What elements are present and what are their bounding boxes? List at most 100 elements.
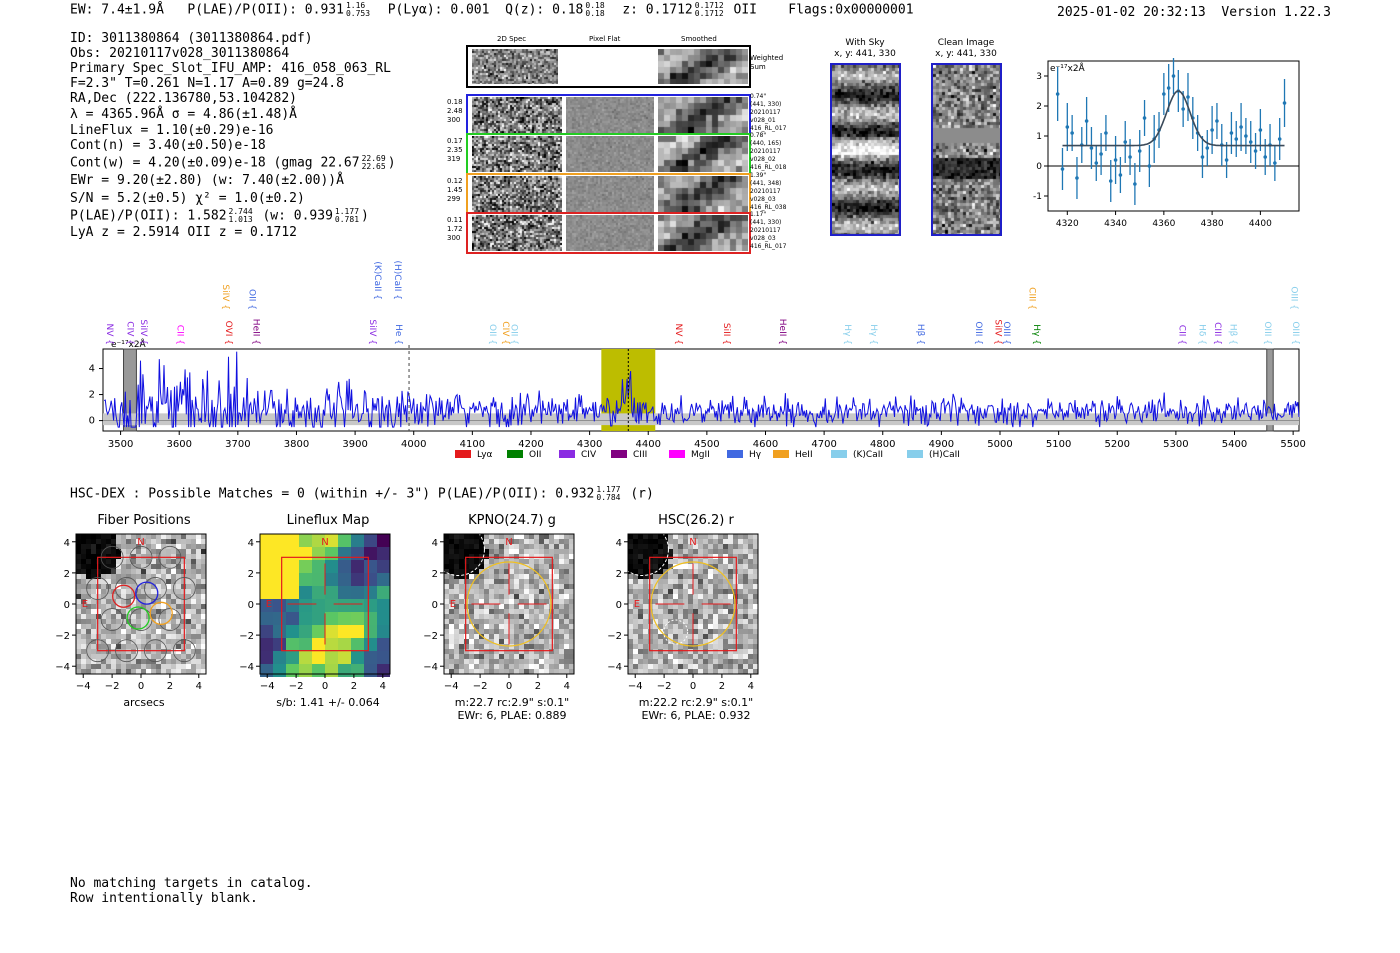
panel-pixel <box>146 599 151 604</box>
panel-pixel <box>484 664 489 669</box>
panel-pixel <box>146 669 151 674</box>
panel-pixel <box>728 564 733 569</box>
fiber-circle <box>100 545 124 569</box>
panel-pixel <box>658 634 663 639</box>
panel-pixel <box>743 629 748 634</box>
panel-pixel <box>718 619 723 624</box>
panel-pixel <box>743 574 748 579</box>
panel-pixel <box>338 651 351 664</box>
panel-pixel <box>312 547 325 560</box>
panel-pixel <box>628 574 633 579</box>
panel-pixel <box>116 539 121 544</box>
panel-pixel <box>733 614 738 619</box>
panel-pixel <box>186 629 191 634</box>
panel-pixel <box>181 559 186 564</box>
panel-ytick-label: 0 <box>616 600 622 611</box>
panel-pixel <box>633 624 638 629</box>
panel-pixel <box>459 659 464 664</box>
panel-pixel <box>474 564 479 569</box>
panel-pixel <box>449 654 454 659</box>
cutout-pixelflat-image <box>566 215 654 251</box>
panel-pixel <box>668 599 673 604</box>
panel-pixel <box>131 564 136 569</box>
panel-pixel <box>698 654 703 659</box>
panel-pixel <box>748 639 753 644</box>
panel-pixel <box>86 579 91 584</box>
panel-pixel <box>648 634 653 639</box>
panel-pixel <box>469 669 474 674</box>
panel-pixel <box>186 544 191 549</box>
panel-pixel <box>111 659 116 664</box>
panel-pixel <box>489 619 494 624</box>
panel-pixel <box>688 594 693 599</box>
panel-pixel <box>196 549 201 554</box>
panel-pixel <box>549 559 554 564</box>
panel-pixel <box>678 644 683 649</box>
panel-pixel <box>733 629 738 634</box>
panel-pixel <box>141 559 146 564</box>
panel-pixel <box>549 639 554 644</box>
panel-pixel <box>698 599 703 604</box>
panel-pixel <box>658 639 663 644</box>
panel-pixel <box>201 629 206 634</box>
panel-pixel <box>191 659 196 664</box>
panel-pixel <box>181 644 186 649</box>
zoom-data-point <box>1123 140 1128 144</box>
panel-pixel <box>718 654 723 659</box>
panel-pixel <box>703 634 708 639</box>
panel-pixel <box>738 584 743 589</box>
panel-pixel <box>101 539 106 544</box>
panel-pixel <box>171 549 176 554</box>
panel-pixel <box>286 534 299 547</box>
panel-pixel <box>738 624 743 629</box>
panel-pixel <box>633 649 638 654</box>
panel-pixel <box>111 604 116 609</box>
panel-pixel <box>444 659 449 664</box>
search-region-box <box>281 556 369 652</box>
panel-pixel <box>181 654 186 659</box>
panel-pixel <box>723 654 728 659</box>
panel-pixel <box>161 614 166 619</box>
panel-pixel <box>703 604 708 609</box>
panel-pixel <box>91 574 96 579</box>
panel-pixel <box>564 654 569 659</box>
panel-pixel <box>156 564 161 569</box>
panel-pixel <box>156 574 161 579</box>
panel-pixel <box>738 539 743 544</box>
panel-pixel <box>544 539 549 544</box>
panel-pixel <box>312 560 325 573</box>
cutout-row-meta: 1.39" (441, 348) 20210117 v028_03 416_RL_038 <box>750 172 787 211</box>
panel-pixel <box>678 564 683 569</box>
panel-pixel <box>111 584 116 589</box>
panel-pixel <box>444 634 449 639</box>
zoom-data-point <box>1113 158 1118 162</box>
panel-pixel <box>464 549 469 554</box>
panel-pixel <box>678 569 683 574</box>
panel-pixel <box>633 554 638 559</box>
panel-pixel <box>111 629 116 634</box>
panel-pixel <box>479 579 484 584</box>
panel-pixel <box>633 569 638 574</box>
panel-pixel <box>116 634 121 639</box>
panel-pixel <box>499 664 504 669</box>
panel-pixel <box>663 614 668 619</box>
legend-swatch <box>611 450 627 458</box>
panel-pixel <box>703 629 708 634</box>
panel-pixel <box>733 559 738 564</box>
panel-pixel <box>524 599 529 604</box>
panel-pixel <box>141 569 146 574</box>
panel-pixel <box>693 589 698 594</box>
panel-pixel <box>161 584 166 589</box>
panel-pixel <box>489 544 494 549</box>
panel-pixel <box>748 614 753 619</box>
panel-pixel <box>76 624 81 629</box>
panel-pixel <box>514 669 519 674</box>
panel-pixel <box>544 569 549 574</box>
panel-pixel <box>454 574 459 579</box>
panel-pixel <box>539 654 544 659</box>
panel-pixel <box>628 644 633 649</box>
panel-pixel <box>693 584 698 589</box>
panel-pixel <box>76 559 81 564</box>
panel-pixel <box>673 644 678 649</box>
